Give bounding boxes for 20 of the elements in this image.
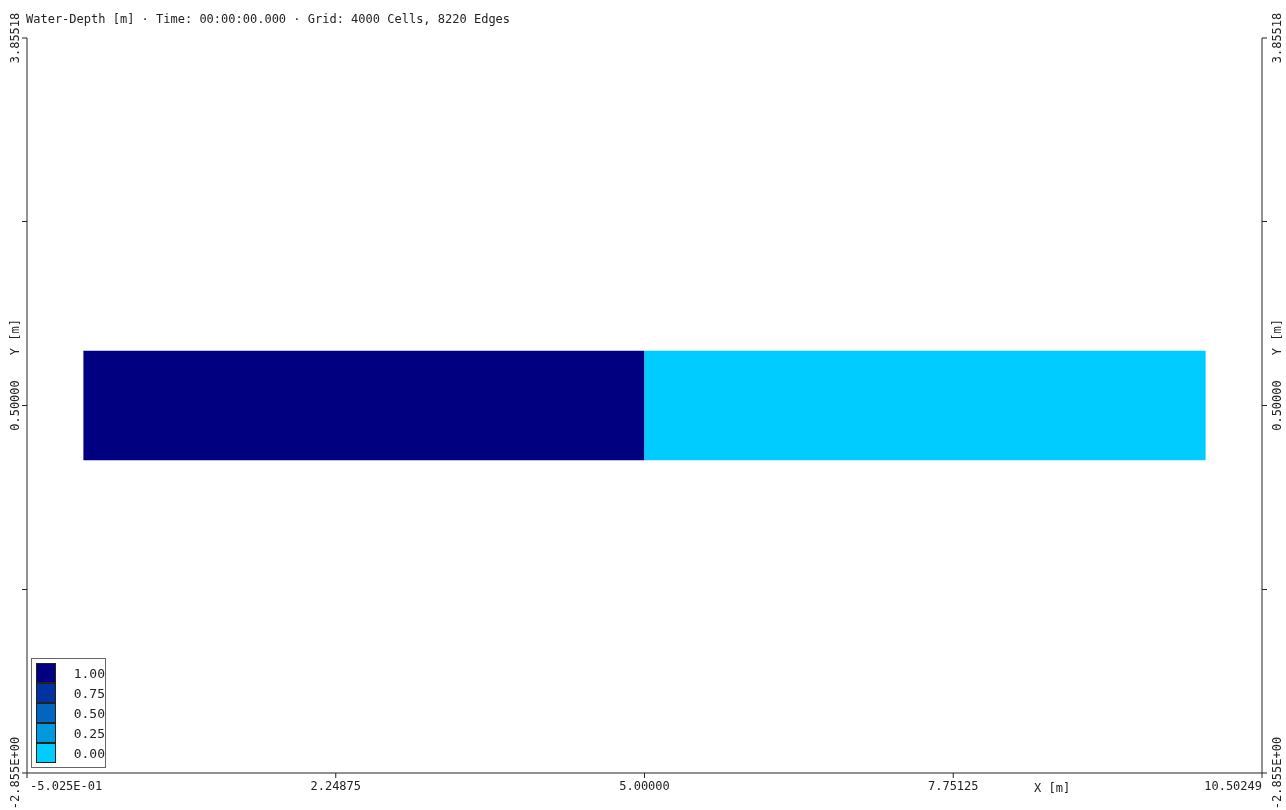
y2-tick-label: 3.85518: [1270, 12, 1284, 64]
legend-label: 0.25: [73, 725, 105, 741]
legend-label: 1.00: [73, 665, 105, 681]
y2-tick-label: 0.50000: [1270, 380, 1284, 431]
chart-title: Water-Depth [m] · Time: 00:00:00.000 · Grid: 4000 Cells, 8220 Edges: [26, 12, 511, 26]
legend-label: 0.50: [73, 705, 105, 721]
x-tick-label: 2.24875: [310, 779, 362, 793]
y-tick-label: 3.85518: [8, 12, 22, 64]
x-axis-title: X [m]: [1033, 781, 1071, 795]
y-tick-label: -2.855E+00: [8, 736, 22, 810]
y2-tick-label: -2.855E+00: [1270, 736, 1284, 810]
y2-axis-title: Y [m]: [1270, 319, 1284, 356]
x-tick-label: -5.025E-01: [30, 779, 103, 793]
legend-label: 0.75: [73, 685, 105, 701]
x-tick-label: 10.50249: [1204, 779, 1262, 793]
y-axis-title: Y [m]: [8, 319, 22, 356]
legend-label: 0.00: [73, 745, 105, 761]
x-tick-label: 7.75125: [927, 779, 979, 793]
y-tick-label: 0.50000: [8, 380, 22, 431]
x-tick-label: 5.00000: [619, 779, 670, 793]
